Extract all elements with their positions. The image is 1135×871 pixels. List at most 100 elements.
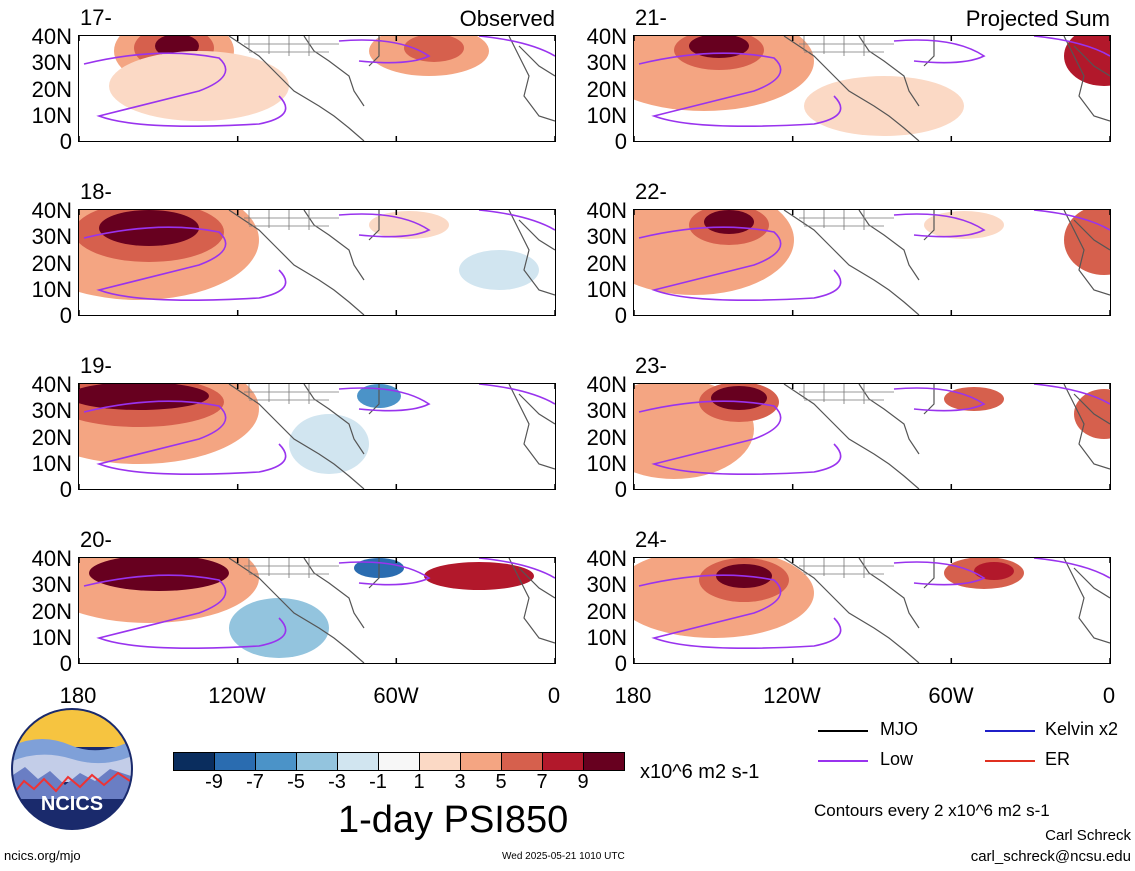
legend-kelvin-line [985, 730, 1035, 732]
logo-text: NCICS [41, 793, 103, 815]
lat-label: 30N [586, 572, 627, 598]
lat-label: 10N [586, 624, 627, 650]
map-panel [633, 557, 1111, 664]
axis-ticks [634, 36, 1110, 141]
low-contour [638, 574, 842, 650]
colorbar-swatch [173, 752, 215, 771]
lat-label: 30N [586, 398, 627, 424]
map-panel [633, 35, 1111, 142]
state-borders [799, 384, 894, 404]
anomaly-shading [79, 384, 209, 410]
lon-label-60w: 60W [928, 683, 974, 708]
lat-label: 0 [59, 651, 72, 676]
map-panel [633, 383, 1111, 490]
lat-label: 40N [31, 372, 72, 397]
state-borders [244, 384, 339, 404]
anomaly-shading [289, 414, 369, 474]
lon-label-180: 180 [59, 683, 97, 708]
lon-label-0: 0 [547, 683, 561, 708]
low-contour [638, 226, 842, 302]
axis-ticks [634, 210, 1110, 315]
lat-label: 40N [586, 198, 627, 223]
lat-label: 20N [31, 424, 72, 450]
anomaly-shading [974, 562, 1014, 580]
colorbar-label: -9 [205, 771, 223, 793]
colorbar-swatch [419, 752, 461, 771]
panel-tag-observed: Observed [459, 6, 555, 31]
legend-mjo-label: MJO [880, 719, 918, 739]
coastline [228, 384, 555, 489]
lat-label: 10N [31, 624, 72, 650]
anomaly-shading [1064, 210, 1110, 275]
chart-title: 1-day PSI850 [338, 799, 569, 841]
lat-label: 20N [31, 76, 72, 102]
footer-author: Carl Schreck [1045, 827, 1131, 844]
anomaly-shading [229, 598, 329, 658]
map-panel [78, 35, 556, 142]
lat-label: 30N [586, 50, 627, 76]
colorbar-swatch [378, 752, 420, 771]
coastline [228, 558, 555, 663]
low-contour [638, 400, 842, 476]
lat-label: 30N [31, 572, 72, 598]
lat-label: 30N [31, 50, 72, 76]
lat-label: 40N [31, 546, 72, 571]
state-borders [244, 210, 339, 230]
state-borders [799, 210, 894, 230]
colorbar-swatch [583, 752, 625, 771]
low-contour [83, 574, 287, 650]
colorbar-swatch [460, 752, 502, 771]
panel-tag-projected: Projected Sum [965, 6, 1110, 31]
coastline [783, 558, 1110, 663]
axis-ticks [634, 558, 1110, 663]
colorbar-swatch [337, 752, 379, 771]
axis-ticks [79, 210, 555, 315]
legend-mjo-line [818, 730, 868, 732]
lon-label-60w: 60W [373, 683, 419, 708]
axis-ticks [79, 558, 555, 663]
lat-label: 10N [586, 276, 627, 302]
anomaly-shading [711, 386, 767, 410]
legend-er-label: ER [1045, 749, 1071, 769]
low-contour [83, 52, 287, 128]
low-contour [893, 558, 1110, 586]
lat-label: 10N [31, 450, 72, 476]
coastline [228, 210, 555, 315]
lat-label: 30N [586, 224, 627, 250]
state-borders [244, 558, 339, 578]
anomaly-shading [804, 76, 964, 136]
lat-label: 20N [586, 76, 627, 102]
lon-label-180: 180 [614, 683, 652, 708]
lat-label: 10N [31, 276, 72, 302]
lat-label: 10N [586, 450, 627, 476]
coastline [228, 36, 555, 141]
lat-label: 0 [59, 303, 72, 328]
legend-low-line [818, 760, 868, 762]
anomaly-shading [109, 51, 289, 121]
anomaly-shading [1064, 36, 1110, 86]
colorbar-label: -7 [246, 771, 264, 793]
colorbar-swatch [296, 752, 338, 771]
low-contour [893, 384, 1110, 412]
lat-label: 0 [59, 477, 72, 502]
lon-label-120w: 120W [208, 683, 266, 708]
lon-label-0: 0 [1102, 683, 1116, 708]
anomaly-shading [89, 558, 229, 591]
lat-label: 20N [586, 424, 627, 450]
low-contour [338, 36, 555, 64]
anomaly-shading [424, 562, 534, 590]
colorbar-label: -3 [328, 771, 346, 793]
map-panel [78, 383, 556, 490]
legend-er-line [985, 760, 1035, 762]
state-borders [799, 36, 894, 56]
lat-label: 40N [586, 372, 627, 397]
anomaly-shading [459, 250, 539, 290]
lat-label: 0 [614, 129, 627, 154]
low-contour [338, 210, 555, 238]
map-panel [633, 209, 1111, 316]
anomaly-shading [689, 36, 749, 58]
lat-label: 30N [31, 224, 72, 250]
low-contour [338, 384, 555, 412]
colorbar-swatch [542, 752, 584, 771]
lat-label: 20N [586, 598, 627, 624]
